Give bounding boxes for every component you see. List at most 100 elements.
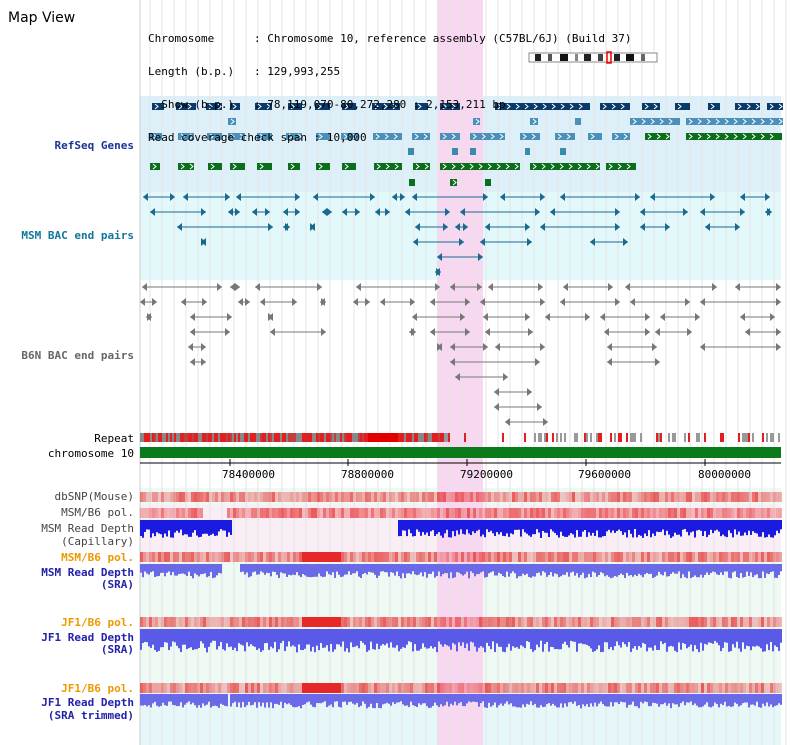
depth-bin	[572, 694, 574, 704]
polymorphism-bin	[725, 617, 728, 627]
depth-bin	[202, 629, 204, 644]
polymorphism-bin	[614, 683, 617, 693]
depth-bin	[466, 629, 468, 644]
depth-bin	[664, 564, 666, 572]
polymorphism-bin	[293, 617, 296, 627]
repeat-block	[278, 433, 280, 442]
repeat-block	[772, 433, 774, 442]
repeat-block	[354, 433, 356, 442]
depth-bin	[728, 564, 730, 578]
track-label-jf1-depth-trim[interactable]: JF1 Read Depth	[41, 696, 134, 709]
depth-bin	[162, 520, 164, 538]
track-label-jf1-pol-1[interactable]: JF1/B6 pol.	[61, 616, 134, 629]
bac-end-marker	[436, 268, 441, 276]
gene-arrow	[417, 103, 422, 110]
polymorphism-bin	[596, 492, 599, 502]
depth-bin	[422, 520, 424, 533]
polymorphism-bin	[380, 617, 383, 627]
gene-arrow	[710, 103, 715, 110]
depth-bin	[304, 694, 306, 705]
repeat-block	[292, 433, 294, 442]
track-label-msm-b6-pol-2[interactable]: MSM/B6 pol.	[61, 551, 134, 564]
polymorphism-bin	[755, 492, 758, 502]
polymorphism-bin	[731, 683, 734, 693]
polymorphism-bin	[287, 683, 290, 693]
track-label-b6n-bac[interactable]: B6N BAC end pairs	[21, 349, 134, 362]
depth-bin	[688, 694, 690, 703]
depth-bin	[592, 629, 594, 652]
depth-bin	[734, 520, 736, 530]
depth-bin	[526, 564, 528, 574]
track-label-repeat[interactable]: Repeat	[94, 432, 134, 445]
polymorphism-bin	[263, 617, 266, 627]
depth-bin	[204, 629, 206, 648]
track-label-msm-bac[interactable]: MSM BAC end pairs	[21, 229, 134, 242]
track-label-refseq[interactable]: RefSeq Genes	[54, 139, 134, 152]
depth-bin	[724, 694, 726, 702]
polymorphism-bin	[479, 683, 482, 693]
track-label-msm-depth-capillary[interactable]: MSM Read Depth	[41, 522, 134, 535]
polymorphism-bin	[299, 508, 302, 518]
polymorphism-bin	[722, 492, 725, 502]
polymorphism-bin	[356, 508, 359, 518]
depth-bin	[202, 564, 204, 574]
polymorphism-bin	[410, 617, 413, 627]
polymorphism-bin	[641, 683, 644, 693]
track-label-jf1-pol-2[interactable]: JF1/B6 pol.	[61, 682, 134, 695]
depth-bin	[444, 629, 446, 645]
polymorphism-bin	[758, 683, 761, 693]
track-label-msm-b6-pol-1[interactable]: MSM/B6 pol.	[61, 506, 134, 519]
repeat-block	[746, 433, 748, 442]
polymorphism-bin	[149, 508, 152, 518]
polymorphism-bin	[698, 552, 701, 562]
track-label-chromosome[interactable]: chromosome 10	[47, 447, 134, 460]
depth-bin	[240, 694, 242, 708]
depth-bin	[596, 520, 598, 531]
depth-bin	[546, 520, 548, 533]
gene-exon	[413, 163, 430, 170]
repeat-block	[366, 433, 368, 442]
depth-bin	[458, 629, 460, 643]
depth-bin	[236, 694, 238, 707]
depth-bin	[548, 520, 550, 538]
depth-bin	[498, 564, 500, 573]
depth-bin	[500, 629, 502, 647]
depth-bin	[474, 564, 476, 577]
gene-arrow	[569, 103, 574, 110]
polymorphism-bin	[710, 617, 713, 627]
polymorphism-bin	[314, 492, 317, 502]
track-label-jf1-depth-sra[interactable]: JF1 Read Depth	[41, 631, 134, 644]
repeat-block	[672, 433, 674, 442]
repeat-block	[546, 433, 548, 442]
depth-bin	[230, 520, 232, 535]
polymorphism-bin	[356, 617, 359, 627]
depth-bin	[684, 520, 686, 530]
depth-bin	[768, 564, 770, 575]
repeat-block	[600, 433, 602, 442]
polymorphism-bin	[392, 617, 395, 627]
track-label-dbsnp[interactable]: dbSNP(Mouse)	[54, 490, 134, 503]
bac-end-marker	[236, 193, 241, 201]
bac-end-marker	[460, 208, 465, 216]
polymorphism-bin	[575, 552, 578, 562]
polymorphism-bin	[359, 492, 362, 502]
depth-bin	[510, 520, 512, 534]
depth-bin	[176, 520, 178, 531]
depth-bin	[694, 694, 696, 704]
depth-bin	[672, 564, 674, 573]
depth-bin	[142, 520, 144, 538]
track-label-msm-depth-sra-sub: (SRA)	[100, 578, 134, 591]
depth-bin	[400, 520, 402, 536]
depth-bin	[212, 629, 214, 641]
bac-end-marker	[710, 193, 715, 201]
gene-exon	[178, 163, 194, 170]
polymorphism-bin	[605, 683, 608, 693]
polymorphism-bin	[347, 683, 350, 693]
depth-bin	[518, 694, 520, 708]
polymorphism-bin	[719, 508, 722, 518]
gene-arrow	[189, 163, 194, 170]
depth-bin	[190, 564, 192, 577]
bac-end-marker	[478, 253, 483, 261]
track-label-msm-depth-sra[interactable]: MSM Read Depth	[41, 566, 134, 579]
